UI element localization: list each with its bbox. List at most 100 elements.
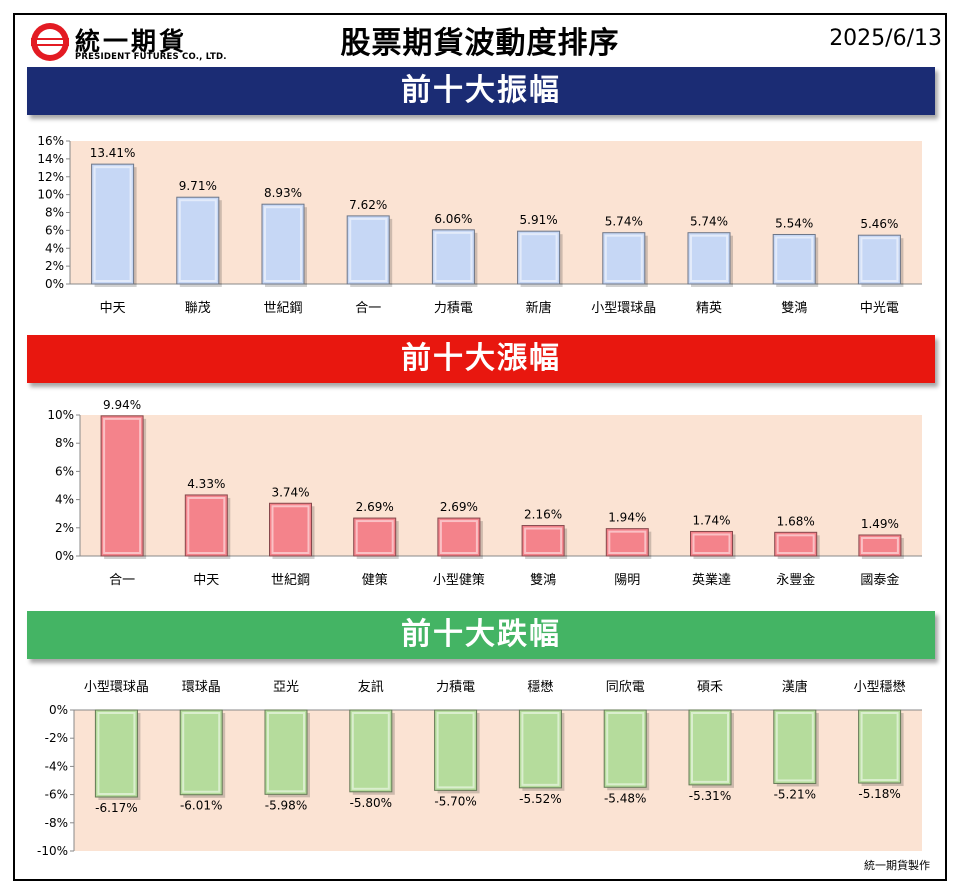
y-tick-label: -6% [45, 788, 68, 802]
category-label: 環球晶 [182, 680, 221, 695]
category-label: 亞光 [273, 680, 299, 695]
bar-value-label: 5.91% [520, 213, 558, 227]
bar-bevel [860, 237, 899, 282]
bar-value-label: -5.31% [689, 789, 731, 803]
report-date: 2025/6/13 [829, 26, 942, 51]
bar [772, 233, 816, 285]
y-tick-label: 12% [37, 170, 64, 184]
category-label: 中光電 [860, 301, 899, 316]
y-tick-label: 4% [45, 241, 64, 255]
bar-value-label: -5.98% [265, 798, 307, 812]
bar [773, 709, 817, 784]
page-title: 股票期貨波動度排序 [340, 26, 620, 61]
bar [179, 709, 223, 796]
bar-value-label: 7.62% [349, 198, 387, 212]
bar-value-label: 1.74% [692, 513, 730, 527]
bar [353, 517, 397, 557]
bar [434, 709, 478, 791]
bar-value-label: 2.16% [524, 508, 562, 522]
category-label: 雙鴻 [530, 573, 556, 588]
bar-bevel [606, 712, 645, 786]
bar-value-label: -5.52% [519, 792, 561, 806]
category-label: 小型穩懋 [854, 679, 906, 695]
bar-bevel [436, 712, 475, 789]
bar [517, 230, 561, 285]
bar-bevel [860, 536, 899, 555]
bar-value-label: -5.80% [350, 796, 392, 810]
category-label: 新唐 [526, 300, 552, 316]
y-tick-label: 2% [55, 521, 74, 535]
y-tick-label: 6% [45, 223, 64, 237]
y-tick-label: 2% [45, 259, 64, 273]
category-label: 國泰金 [860, 572, 899, 588]
bar-bevel [691, 712, 729, 783]
company-english-name: PRESIDENT FUTURES CO., LTD. [75, 52, 227, 62]
bar-value-label: 2.69% [440, 500, 478, 514]
y-tick-label: 0% [55, 549, 74, 563]
category-label: 合一 [109, 573, 135, 588]
bar [858, 709, 902, 784]
bar-value-label: 1.49% [861, 517, 899, 531]
bar-bevel [690, 234, 728, 282]
bar [437, 517, 481, 557]
category-label: 中天 [193, 573, 219, 588]
bar [184, 494, 228, 557]
bar-bevel [271, 505, 310, 554]
bar [774, 531, 818, 557]
bar-bevel [355, 520, 394, 554]
bar-value-label: -6.01% [180, 799, 222, 813]
bar-value-label: 1.68% [777, 514, 815, 528]
y-tick-label: 0% [45, 277, 64, 291]
bar-bevel [349, 217, 388, 283]
bar-bevel [860, 712, 899, 782]
category-label: 力積電 [436, 680, 475, 695]
category-label: 小型健策 [433, 572, 485, 588]
bar-value-label: 6.06% [434, 212, 472, 226]
range-chart-banner: 前十大振幅 [27, 67, 935, 115]
bar-bevel [187, 496, 226, 554]
gain-chart-banner: 前十大漲幅 [27, 335, 935, 383]
y-tick-label: -8% [45, 816, 68, 830]
bar-value-label: 13.41% [90, 146, 136, 160]
bar [269, 502, 312, 557]
bar-bevel [692, 533, 731, 555]
bar-bevel [93, 166, 132, 283]
category-label: 碩禾 [697, 680, 723, 695]
category-label: 中天 [100, 301, 126, 316]
bar-bevel [604, 234, 643, 282]
category-label: 英業達 [692, 572, 731, 588]
y-tick-label: 8% [55, 436, 74, 450]
category-label: 世紀鋼 [263, 301, 302, 316]
company-logo-icon [31, 23, 69, 61]
bar-bevel [182, 712, 221, 793]
bar [518, 709, 562, 789]
bar-value-label: 5.74% [690, 215, 728, 229]
category-label: 合一 [355, 301, 381, 316]
category-label: 世紀鋼 [271, 573, 310, 588]
category-label: 漢唐 [782, 679, 808, 695]
bar-bevel [775, 236, 814, 282]
category-label: 小型環球晶 [84, 680, 149, 695]
bar [261, 203, 305, 285]
bar-value-label: -6.17% [95, 801, 137, 815]
bar-value-label: 8.93% [264, 186, 302, 200]
bar-value-label: 5.46% [860, 217, 898, 231]
category-label: 力積電 [434, 301, 473, 316]
footer-credit: 統一期貨製作 [864, 859, 930, 872]
bar-bevel [103, 417, 142, 555]
bar-value-label: 4.33% [187, 477, 225, 491]
category-label: 聯茂 [185, 301, 211, 316]
bar-value-label: 9.71% [179, 179, 217, 193]
bar-bevel [439, 520, 478, 554]
bar-value-label: 2.69% [356, 500, 394, 514]
bar-bevel [776, 534, 815, 555]
bar-bevel [97, 712, 136, 795]
loss-chart-banner: 前十大跌幅 [27, 611, 935, 659]
category-label: 永豐金 [776, 572, 815, 588]
category-label: 穩懋 [527, 679, 553, 695]
category-label: 小型環球晶 [591, 301, 656, 316]
y-tick-label: 14% [37, 152, 64, 166]
